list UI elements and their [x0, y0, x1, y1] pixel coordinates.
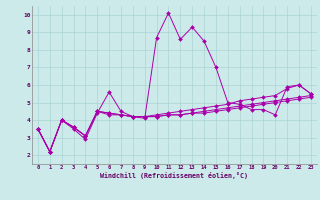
X-axis label: Windchill (Refroidissement éolien,°C): Windchill (Refroidissement éolien,°C) — [100, 172, 248, 179]
